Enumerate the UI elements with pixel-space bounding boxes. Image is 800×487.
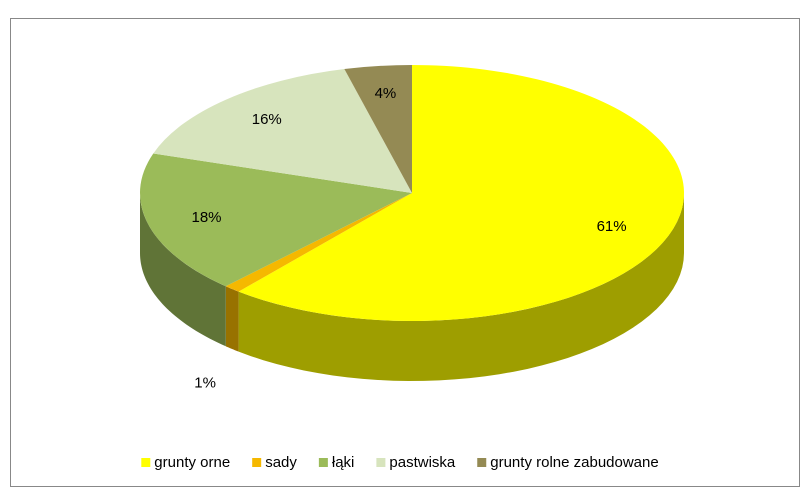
legend-item: łąki xyxy=(318,454,355,471)
legend-swatch xyxy=(477,458,487,467)
legend-label: łąki xyxy=(332,454,355,471)
pie-side xyxy=(140,193,226,347)
legend-swatch xyxy=(318,458,328,467)
data-label: 18% xyxy=(191,209,221,226)
legend-label: sady xyxy=(265,454,297,471)
pie-slice xyxy=(225,193,412,292)
legend-swatch xyxy=(376,458,386,467)
legend-item: sady xyxy=(252,454,297,471)
pie-slice xyxy=(139,153,412,287)
legend-swatch xyxy=(141,458,151,467)
legend-label: pastwiska xyxy=(389,454,456,471)
data-label: 61% xyxy=(597,218,627,235)
data-label: 1% xyxy=(194,374,216,391)
data-label: 4% xyxy=(375,85,397,102)
pie-slice xyxy=(153,69,412,193)
legend-item: grunty rolne zabudowane xyxy=(477,454,659,471)
data-label: 16% xyxy=(252,111,282,128)
pie-slice xyxy=(344,65,412,193)
legend-item: grunty orne xyxy=(141,454,230,471)
pie-side xyxy=(225,286,239,352)
pie-side xyxy=(238,193,685,381)
legend-label: grunty rolne zabudowane xyxy=(490,454,658,471)
legend-label: grunty orne xyxy=(154,454,230,471)
legend-item: pastwiska xyxy=(376,454,456,471)
pie-slice xyxy=(238,65,685,322)
legend-swatch xyxy=(252,458,262,467)
